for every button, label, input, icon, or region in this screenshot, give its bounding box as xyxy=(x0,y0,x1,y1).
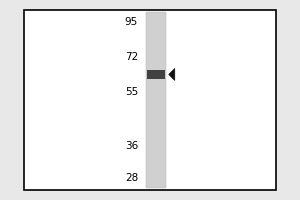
Text: 36: 36 xyxy=(125,141,138,151)
Text: 72: 72 xyxy=(125,52,138,62)
Bar xyxy=(146,12,166,188)
Bar xyxy=(24,10,276,190)
Bar xyxy=(147,70,165,79)
Text: 28: 28 xyxy=(125,173,138,183)
Text: 55: 55 xyxy=(125,87,138,97)
Text: 95: 95 xyxy=(125,17,138,27)
Polygon shape xyxy=(169,68,175,80)
